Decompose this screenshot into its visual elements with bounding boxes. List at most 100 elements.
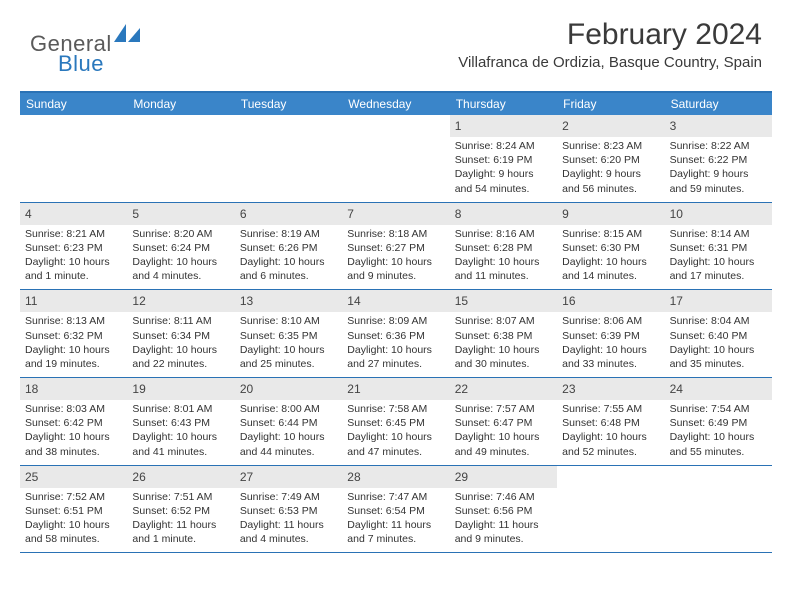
day-number-bar: 4 xyxy=(20,203,127,225)
day-cell: 1Sunrise: 8:24 AMSunset: 6:19 PMDaylight… xyxy=(450,115,557,202)
day-info: Sunrise: 7:54 AMSunset: 6:49 PMDaylight:… xyxy=(670,402,767,459)
day-number-bar: 15 xyxy=(450,290,557,312)
dow-cell: Thursday xyxy=(450,93,557,115)
day-cell: 13 Sunrise: 8:10 AMSunset: 6:35 PMDayligh… xyxy=(235,290,342,377)
info-line: Sunrise: 8:22 AM xyxy=(670,139,767,153)
info-line: Sunrise: 8:11 AM xyxy=(132,314,229,328)
info-line: Sunset: 6:52 PM xyxy=(132,504,229,518)
day-number: 19 xyxy=(132,382,145,396)
info-line: Daylight: 10 hours xyxy=(132,430,229,444)
day-info: Sunrise: 7:47 AMSunset: 6:54 PMDaylight:… xyxy=(347,490,444,547)
info-line: and 7 minutes. xyxy=(347,532,444,546)
info-line: Daylight: 10 hours xyxy=(347,343,444,357)
day-number-bar: 19 xyxy=(127,378,234,400)
info-line: Sunset: 6:23 PM xyxy=(25,241,122,255)
info-line: Sunrise: 8:21 AM xyxy=(25,227,122,241)
info-line: Sunrise: 8:23 AM xyxy=(562,139,659,153)
day-info: Sunrise: 7:55 AMSunset: 6:48 PMDaylight:… xyxy=(562,402,659,459)
info-line: Sunset: 6:19 PM xyxy=(455,153,552,167)
logo-sail-icon xyxy=(114,24,140,47)
info-line: Daylight: 10 hours xyxy=(562,430,659,444)
day-info: Sunrise: 8:00 AMSunset: 6:44 PMDaylight:… xyxy=(240,402,337,459)
info-line: Sunset: 6:34 PM xyxy=(132,329,229,343)
day-number: 25 xyxy=(25,470,38,484)
day-number: 20 xyxy=(240,382,253,396)
info-line: and 30 minutes. xyxy=(455,357,552,371)
day-cell: 2Sunrise: 8:23 AMSunset: 6:20 PMDaylight… xyxy=(557,115,664,202)
info-line: Sunset: 6:35 PM xyxy=(240,329,337,343)
info-line: Sunrise: 8:13 AM xyxy=(25,314,122,328)
info-line: Daylight: 9 hours xyxy=(562,167,659,181)
info-line: Sunset: 6:31 PM xyxy=(670,241,767,255)
day-cell: 9Sunrise: 8:15 AMSunset: 6:30 PMDaylight… xyxy=(557,203,664,290)
day-number: 7 xyxy=(347,207,354,221)
day-number-bar: 27 xyxy=(235,466,342,488)
week-row: 4 Sunrise: 8:21 AMSunset: 6:23 PM Daylight… xyxy=(20,203,772,291)
info-line: Sunrise: 8:19 AM xyxy=(240,227,337,241)
week-row: 1Sunrise: 8:24 AMSunset: 6:19 PMDaylight… xyxy=(20,115,772,203)
day-cell: 27Sunrise: 7:49 AMSunset: 6:53 PMDayligh… xyxy=(235,466,342,553)
info-line: Sunrise: 7:57 AM xyxy=(455,402,552,416)
day-info: Sunrise: 8:14 AMSunset: 6:31 PMDaylight:… xyxy=(670,227,767,284)
info-line: Sunrise: 8:20 AM xyxy=(132,227,229,241)
header: General Blue February 2024 Villafranca d… xyxy=(0,0,792,81)
day-cell: 14 Sunrise: 8:09 AMSunset: 6:36 PMDayligh… xyxy=(342,290,449,377)
info-line: Daylight: 10 hours xyxy=(670,255,767,269)
info-line: Daylight: 10 hours xyxy=(240,343,337,357)
day-info: Sunrise: 8:09 AMSunset: 6:36 PMDaylight:… xyxy=(347,314,444,371)
day-cell: 17Sunrise: 8:04 AMSunset: 6:40 PMDayligh… xyxy=(665,290,772,377)
day-number: 14 xyxy=(347,294,360,308)
info-line: Sunrise: 7:54 AM xyxy=(670,402,767,416)
info-line: Sunrise: 7:47 AM xyxy=(347,490,444,504)
week-row: 25Sunrise: 7:52 AMSunset: 6:51 PMDayligh… xyxy=(20,466,772,554)
info-line: and 58 minutes. xyxy=(25,532,122,546)
day-cell: 15Sunrise: 8:07 AMSunset: 6:38 PMDayligh… xyxy=(450,290,557,377)
info-line: Sunset: 6:20 PM xyxy=(562,153,659,167)
info-line: Sunset: 6:44 PM xyxy=(240,416,337,430)
day-number: 3 xyxy=(670,119,677,133)
day-number: 28 xyxy=(347,470,360,484)
info-line: Daylight: 11 hours xyxy=(240,518,337,532)
day-number-bar: 7 xyxy=(342,203,449,225)
dow-cell: Sunday xyxy=(20,93,127,115)
info-line: Sunset: 6:28 PM xyxy=(455,241,552,255)
info-line: Sunrise: 7:52 AM xyxy=(25,490,122,504)
info-line: Sunset: 6:24 PM xyxy=(132,241,229,255)
info-line: Daylight: 9 hours xyxy=(455,167,552,181)
info-line: Sunset: 6:47 PM xyxy=(455,416,552,430)
day-cell: 24Sunrise: 7:54 AMSunset: 6:49 PMDayligh… xyxy=(665,378,772,465)
day-number-bar: 1 xyxy=(450,115,557,137)
info-line: and 52 minutes. xyxy=(562,445,659,459)
info-line: Sunrise: 7:49 AM xyxy=(240,490,337,504)
info-line: and 1 minute. xyxy=(25,269,122,283)
day-number-bar: 26 xyxy=(127,466,234,488)
day-number: 27 xyxy=(240,470,253,484)
info-line: Sunrise: 8:04 AM xyxy=(670,314,767,328)
day-info: Sunrise: 7:51 AMSunset: 6:52 PMDaylight:… xyxy=(132,490,229,547)
dow-cell: Wednesday xyxy=(342,93,449,115)
day-info: Sunrise: 8:10 AMSunset: 6:35 PMDaylight:… xyxy=(240,314,337,371)
day-cell xyxy=(20,115,127,202)
day-number: 12 xyxy=(132,294,145,308)
info-line: Daylight: 10 hours xyxy=(25,518,122,532)
day-cell: 28 Sunrise: 7:47 AMSunset: 6:54 PMDayligh… xyxy=(342,466,449,553)
day-number: 29 xyxy=(455,470,468,484)
info-line: and 1 minute. xyxy=(132,532,229,546)
month-title: February 2024 xyxy=(458,18,762,52)
info-line: and 4 minutes. xyxy=(240,532,337,546)
day-number-bar: 5 xyxy=(127,203,234,225)
info-line: Daylight: 11 hours xyxy=(347,518,444,532)
day-number: 13 xyxy=(240,294,253,308)
day-number-bar: 28 xyxy=(342,466,449,488)
day-number: 23 xyxy=(562,382,575,396)
day-cell: 7Sunrise: 8:18 AMSunset: 6:27 PMDaylight… xyxy=(342,203,449,290)
info-line: Daylight: 11 hours xyxy=(132,518,229,532)
info-line: Daylight: 10 hours xyxy=(670,343,767,357)
day-number-bar: 10 xyxy=(665,203,772,225)
day-number-bar: 9 xyxy=(557,203,664,225)
day-cell: 21Sunrise: 7:58 AMSunset: 6:45 PMDayligh… xyxy=(342,378,449,465)
day-info: Sunrise: 8:22 AMSunset: 6:22 PMDaylight:… xyxy=(670,139,767,196)
day-number-bar: 21 xyxy=(342,378,449,400)
day-cell: 4Sunrise: 8:21 AMSunset: 6:23 PMDaylight… xyxy=(20,203,127,290)
day-cell xyxy=(127,115,234,202)
